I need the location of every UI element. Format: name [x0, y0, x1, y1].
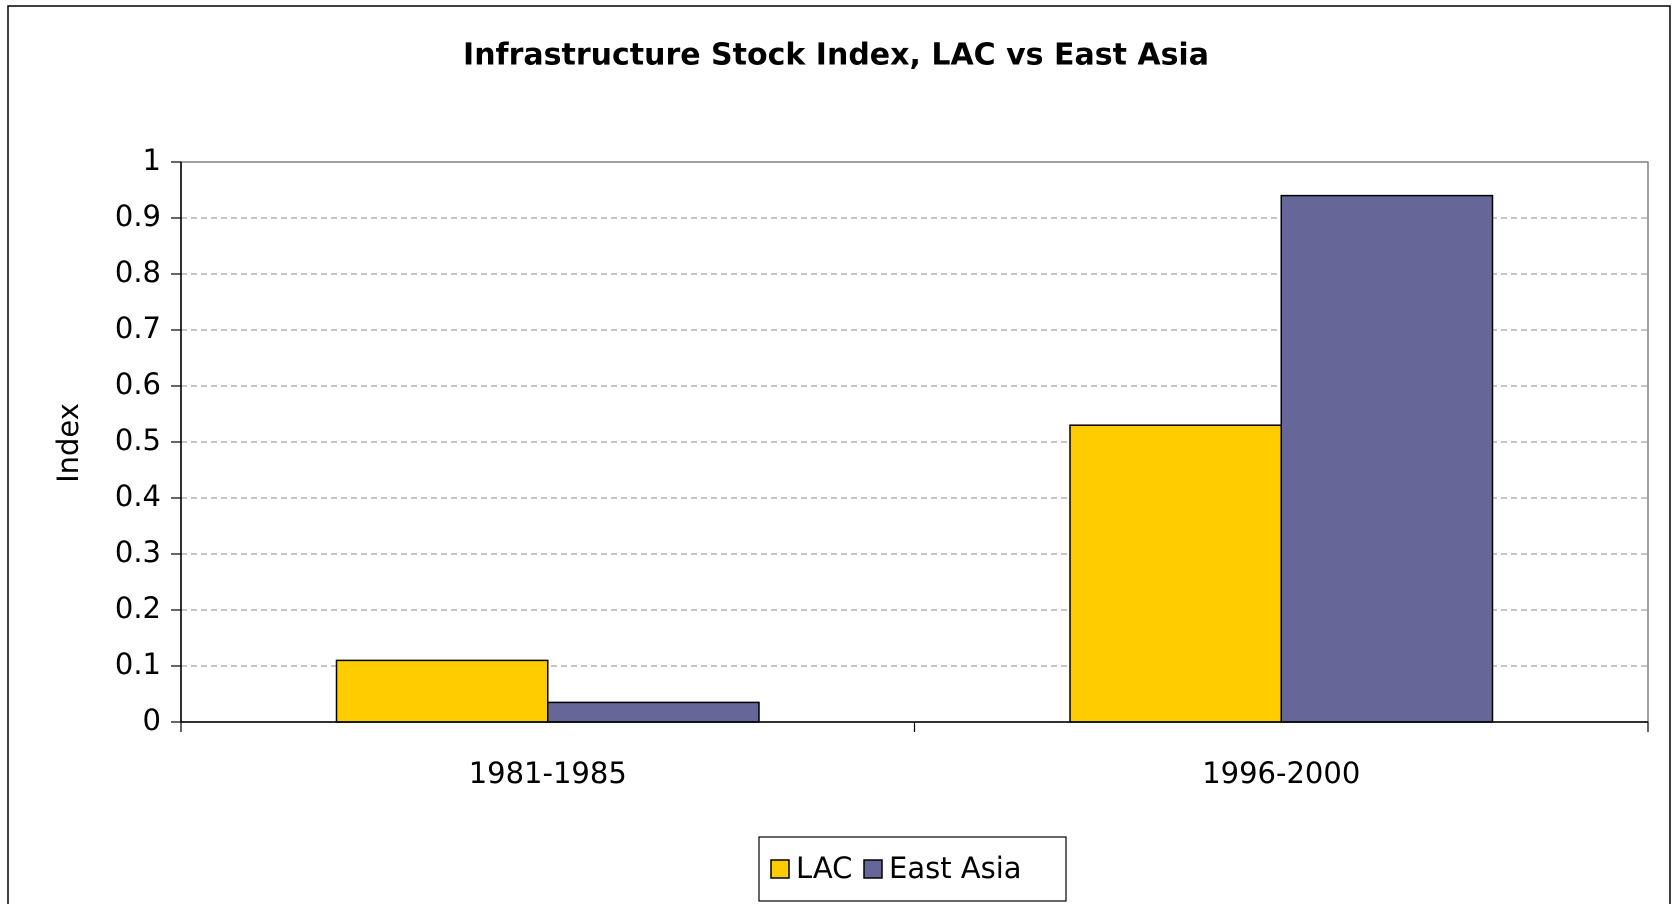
legend-swatch	[863, 859, 883, 879]
y-tick-label: 0.2	[115, 591, 161, 625]
y-tick-label: 0.9	[115, 199, 161, 233]
y-tick-label: 0.7	[115, 311, 161, 345]
y-axis-label: Index	[51, 403, 85, 483]
y-tick-label: 0.5	[115, 423, 161, 457]
bar	[335, 659, 549, 723]
y-tick-label: 0.3	[115, 535, 161, 569]
y-tick-label: 0.6	[115, 367, 161, 401]
legend-label: LAC	[796, 851, 852, 885]
y-tick-label: 0.1	[115, 647, 161, 681]
legend-swatch	[770, 859, 790, 879]
chart-title: Infrastructure Stock Index, LAC vs East …	[463, 38, 1209, 73]
y-tick-label: 0	[143, 703, 161, 737]
legend-label: East Asia	[889, 851, 1022, 885]
x-tick-label: 1996-2000	[1202, 756, 1360, 790]
bar	[1280, 194, 1494, 723]
y-tick-label: 1	[143, 143, 161, 177]
y-tick-label: 0.8	[115, 255, 161, 289]
x-tick-label: 1981-1985	[469, 756, 627, 790]
bar	[1069, 424, 1282, 723]
legend-box	[758, 836, 1067, 902]
bar	[547, 701, 760, 723]
y-tick-label: 0.4	[115, 479, 161, 513]
